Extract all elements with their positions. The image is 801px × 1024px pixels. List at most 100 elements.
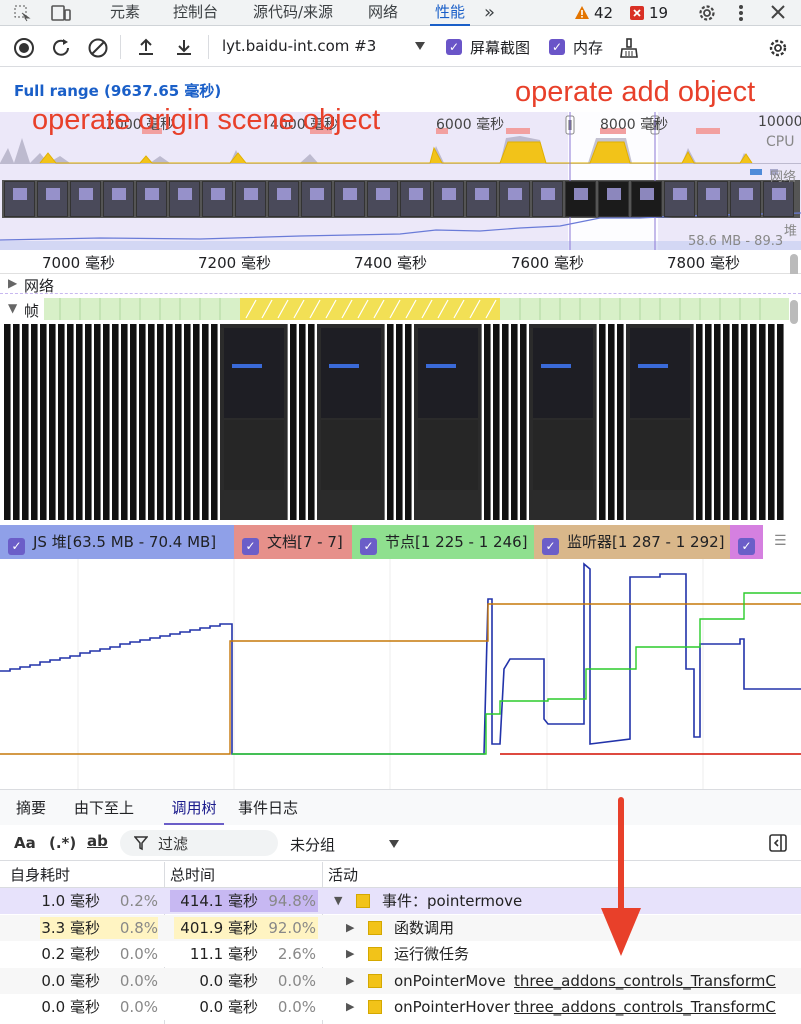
frame-thumbnail[interactable] (175, 324, 182, 520)
counter-js-heap[interactable]: ✓ JS 堆[63.5 MB - 70.4 MB] (0, 525, 234, 559)
frame-thumbnail[interactable] (608, 324, 615, 520)
frame-thumbnail[interactable] (85, 324, 92, 520)
frame-thumbnail[interactable] (405, 324, 412, 520)
memory-checkbox[interactable]: ✓ (549, 39, 565, 55)
frame-thumbnail[interactable] (696, 324, 703, 520)
frame-thumbnail[interactable] (484, 324, 491, 520)
frames-track-header[interactable]: ▼ 帧 (0, 298, 801, 322)
frame-thumbnail[interactable] (67, 324, 74, 520)
grouping-chevron-down-icon[interactable] (388, 839, 400, 849)
screenshot-thumbnail[interactable] (532, 181, 563, 217)
frame-thumbnail[interactable] (166, 324, 173, 520)
js-heap-checkbox[interactable]: ✓ (8, 538, 25, 555)
frame-thumbnail[interactable] (76, 324, 83, 520)
frame-thumbnail[interactable] (148, 324, 155, 520)
more-tabs-button[interactable]: » (484, 2, 496, 23)
tab-bottom-up[interactable]: 由下至上 (74, 799, 135, 817)
full-range-label[interactable]: Full range (9637.65 毫秒) (14, 82, 222, 100)
screenshot-thumbnail[interactable] (697, 181, 728, 217)
frame-thumbnail[interactable] (49, 324, 56, 520)
collapse-arrow-icon[interactable]: ▼ (8, 301, 18, 315)
frame-thumbnail[interactable] (103, 324, 110, 520)
download-icon[interactable] (174, 37, 194, 57)
screenshot-thumbnail[interactable] (103, 181, 134, 217)
frame-thumbnail[interactable] (617, 324, 624, 520)
frame-thumbnail[interactable] (184, 324, 191, 520)
frame-thumbnail[interactable] (157, 324, 164, 520)
frame-thumbnail[interactable] (22, 324, 29, 520)
table-row[interactable]: 1.0 毫秒 0.2% 414.1 毫秒 94.8% ▼ 事件：pointerm… (0, 888, 801, 914)
nodes-checkbox[interactable]: ✓ (360, 538, 377, 555)
frame-thumbnail[interactable] (193, 324, 200, 520)
frame-thumbnail[interactable] (511, 324, 518, 520)
frame-thumbnail[interactable] (4, 324, 11, 520)
filter-input[interactable]: 过滤 (120, 830, 278, 856)
frame-thumbnail[interactable] (741, 324, 748, 520)
screenshot-thumbnail[interactable] (301, 181, 332, 217)
frame-thumbnail[interactable] (58, 324, 65, 520)
expand-arrow-right-icon[interactable]: ▶ (346, 920, 355, 934)
screenshot-thumbnail[interactable] (565, 181, 596, 217)
column-total-time[interactable]: 总时间 (170, 866, 216, 884)
network-track-header[interactable]: ▶ 网络 (0, 274, 801, 295)
frame-thumbnail[interactable] (732, 324, 739, 520)
frame-thumbnail[interactable] (502, 324, 509, 520)
clear-icon[interactable] (87, 37, 109, 59)
gpu-checkbox[interactable]: ✓ (738, 538, 755, 555)
expand-arrow-right-icon[interactable]: ▶ (346, 1000, 355, 1013)
warning-icon[interactable] (574, 5, 590, 20)
frame-thumbnail[interactable] (705, 324, 712, 520)
frame-thumbnail[interactable] (750, 324, 757, 520)
more-options-icon[interactable] (738, 3, 744, 23)
frame-thumbnail[interactable] (290, 324, 297, 520)
frame-thumbnail[interactable] (768, 324, 775, 520)
frame-screenshots[interactable] (4, 324, 789, 520)
tracks-scrollbar[interactable] (790, 300, 798, 324)
frame-thumbnail[interactable] (121, 324, 128, 520)
toggle-sidebar-icon[interactable] (768, 833, 788, 853)
counter-gpu[interactable]: ✓ (730, 525, 763, 559)
screenshot-thumbnail[interactable] (169, 181, 200, 217)
error-icon[interactable] (630, 6, 644, 20)
screenshot-thumbnail[interactable] (268, 181, 299, 217)
expand-arrow-right-icon[interactable]: ▶ (346, 973, 355, 987)
device-toolbar-icon[interactable] (50, 4, 72, 22)
capture-settings-gear-icon[interactable] (767, 37, 789, 59)
table-row[interactable]: 3.3 毫秒 0.8% 401.9 毫秒 92.0% ▶ 函数调用 (0, 914, 801, 941)
warning-count[interactable]: 42 (594, 4, 614, 22)
screenshot-thumbnail[interactable] (70, 181, 101, 217)
whole-word-button[interactable]: ab (87, 832, 108, 850)
screenshot-thumbnail[interactable] (598, 181, 629, 217)
vertical-scrollbar[interactable] (790, 254, 798, 282)
close-icon[interactable] (770, 4, 786, 20)
screenshot-thumbnail[interactable] (631, 181, 662, 217)
screenshot-thumbnail[interactable] (433, 181, 464, 217)
frame-thumbnail[interactable] (599, 324, 606, 520)
tab-summary[interactable]: 摘要 (16, 799, 47, 817)
screenshot-thumbnail[interactable] (235, 181, 266, 217)
frame-thumbnail[interactable] (13, 324, 20, 520)
tab-performance[interactable]: 性能 (430, 0, 470, 26)
documents-checkbox[interactable]: ✓ (242, 538, 259, 555)
frame-thumbnail[interactable] (112, 324, 119, 520)
screenshot-thumbnail[interactable] (400, 181, 431, 217)
screenshot-thumbnail[interactable] (664, 181, 695, 217)
counter-listeners[interactable]: ✓ 监听器[1 287 - 1 292] (534, 525, 730, 559)
screenshot-thumbnail[interactable] (730, 181, 761, 217)
frame-thumbnail[interactable] (520, 324, 527, 520)
frame-thumbnail[interactable] (387, 324, 394, 520)
frame-thumbnail[interactable] (414, 324, 482, 520)
screenshot-thumbnail[interactable] (37, 181, 68, 217)
frame-thumbnail[interactable] (759, 324, 766, 520)
frame-thumbnail[interactable] (714, 324, 721, 520)
counter-documents[interactable]: ✓ 文档[7 - 7] (234, 525, 352, 559)
table-row[interactable]: 0.2 毫秒 0.0% 11.1 毫秒 2.6% ▶ 运行微任务 (0, 941, 801, 967)
table-row[interactable]: 0.0 毫秒 0.0% 0.0 毫秒 0.0% ▶ onPointerMove … (0, 967, 801, 994)
grouping-select[interactable]: 未分组 (290, 836, 336, 854)
screenshot-thumbnail[interactable] (202, 181, 233, 217)
screenshot-thumbnail[interactable] (4, 181, 35, 217)
expand-arrow-icon[interactable]: ▶ (8, 276, 18, 290)
frame-thumbnail[interactable] (626, 324, 694, 520)
garbage-collect-icon[interactable] (618, 37, 640, 59)
frame-thumbnail[interactable] (94, 324, 101, 520)
